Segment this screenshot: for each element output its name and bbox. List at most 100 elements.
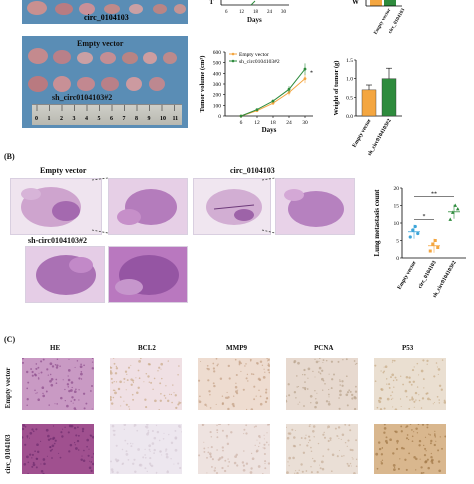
ihc-tile [286, 424, 358, 474]
zoom-indicator-lines [91, 177, 276, 234]
ihc-texture [110, 424, 182, 474]
photo-label-sh: sh_circ0104103#2 [52, 93, 113, 102]
ruler-tick-label: 6 [110, 116, 113, 122]
data-point-0 [416, 231, 420, 236]
x-tick-label: Empty vector [397, 260, 418, 291]
ihc-tile [198, 358, 270, 410]
ruler-tick-label: 7 [123, 116, 126, 122]
he-lung-empty-high [108, 178, 188, 235]
ihc-tile [286, 358, 358, 410]
he-lung-circ-high [275, 178, 355, 235]
top-line-chart-partial: 6 12 18 24 30 T Days [205, 0, 305, 30]
ihc-tile [110, 358, 182, 410]
series-point-0 [271, 101, 275, 105]
ihc-tile [198, 424, 270, 474]
ruler-tick-label: 2 [60, 116, 63, 122]
top-chart-tick-label: 30 [281, 10, 287, 15]
ihc-texture [110, 358, 182, 410]
data-point-1 [428, 249, 432, 253]
y-tick-label: 15 [394, 204, 400, 210]
ruler-tick-label: 1 [48, 116, 51, 122]
y-tick-label: 0 [218, 114, 221, 120]
tumor-photo-top: circ_0104103 [22, 0, 188, 24]
series-point-1 [255, 108, 259, 111]
y-tick-label: 100 [213, 103, 222, 109]
x-axis-label: Days [262, 126, 277, 134]
y-tick-label: 300 [213, 82, 222, 88]
panel-label-c: (C) [4, 335, 16, 344]
y-tick-label: 0 [396, 256, 399, 262]
x-tick-label: 6 [240, 120, 243, 126]
data-point-0 [413, 224, 417, 229]
legend-marker-1 [231, 59, 235, 63]
ruler-tick-label: 10 [160, 116, 166, 122]
data-point-2 [455, 207, 460, 211]
legend-label-0: Empty vector [239, 52, 269, 58]
ihc-tile [110, 424, 182, 474]
ihc-texture [375, 424, 446, 474]
top-chart-tick-label: 18 [253, 10, 259, 15]
ihc-texture [198, 358, 270, 410]
y-tick-label: 0.0 [346, 114, 353, 120]
label-empty-vector-b: Empty vector [40, 166, 87, 175]
tumor-photo-lower: Empty vector sh_circ0104103#2 0 1 2 3 4 5 6 7 8 9… [22, 36, 188, 128]
ruler-tick-label: 0 [35, 116, 38, 122]
ihc-tile [374, 358, 446, 410]
ruler-tick-label: 4 [85, 116, 88, 122]
top-chart-ylabel-partial: T [209, 0, 214, 6]
legend-marker-0 [231, 52, 235, 56]
ruler-tick-label: 3 [73, 116, 76, 122]
y-tick-label: 0.5 [346, 95, 353, 101]
y-tick-label: 5 [396, 239, 399, 245]
he-lung-sh-high [108, 246, 188, 303]
x-tick-label: 18 [270, 120, 276, 126]
ihc-row-label: circ_0104103 [4, 434, 12, 474]
ruler-tick-label: 5 [98, 116, 101, 122]
data-point-1 [431, 242, 435, 246]
ihc-column-header: PCNA [314, 344, 334, 352]
tumor-samples-lower [28, 48, 177, 92]
photo-label-circ: circ_0104103 [84, 13, 129, 22]
y-tick-label: 10 [394, 221, 400, 227]
y-tick-label: 600 [213, 50, 222, 56]
bar-0 [361, 89, 377, 117]
data-point-2 [448, 217, 453, 221]
top-chart-tick-label: 24 [267, 10, 273, 15]
legend-label-1: sh_circ0104103#2 [239, 59, 280, 65]
ruler-tick-label: 8 [135, 116, 138, 122]
ihc-row-label: Empty vector [4, 367, 12, 409]
ihc-tile [22, 424, 94, 474]
ihc-texture [286, 358, 358, 410]
y-tick-label: 400 [213, 71, 222, 77]
ruler: 0 1 2 3 4 5 6 7 8 9 10 11 [32, 104, 182, 125]
photo-label-empty-vector: Empty vector [77, 39, 124, 48]
ihc-tile [374, 424, 446, 474]
he-lung-empty-low [10, 178, 102, 235]
x-tick-label: circ_0104103 [417, 260, 438, 290]
he-lung-circ-low [193, 178, 271, 235]
top-chart-xlabel: Days [247, 16, 262, 24]
ihc-texture [286, 424, 358, 474]
top-chart-tick-label: 12 [239, 10, 245, 15]
x-tick-label: 24 [286, 120, 292, 126]
ihc-texture [198, 424, 270, 474]
top-bar-chart-partial: W Empty vector circ_0104103 [340, 0, 420, 40]
ihc-column-header: BCL2 [138, 344, 156, 352]
x-tick-label: 30 [302, 120, 308, 126]
y-tick-label: 200 [213, 93, 222, 99]
top-chart-tick-label: 6 [225, 10, 228, 15]
y-tick-label: 20 [394, 186, 400, 192]
top-bar-ylabel-partial: W [352, 0, 359, 6]
data-point-1 [436, 246, 440, 249]
y-tick-label: 500 [213, 61, 222, 67]
y-axis-label: Lung metastasis count [373, 189, 381, 257]
sig-label-0: * [423, 214, 426, 220]
series-point-1 [271, 99, 275, 103]
tumor-samples-top [27, 1, 186, 15]
ihc-column-header: P53 [402, 344, 414, 352]
ruler-tick-label: 9 [148, 116, 151, 122]
ihc-texture [22, 358, 94, 410]
y-tick-label: 1.5 [346, 58, 353, 64]
